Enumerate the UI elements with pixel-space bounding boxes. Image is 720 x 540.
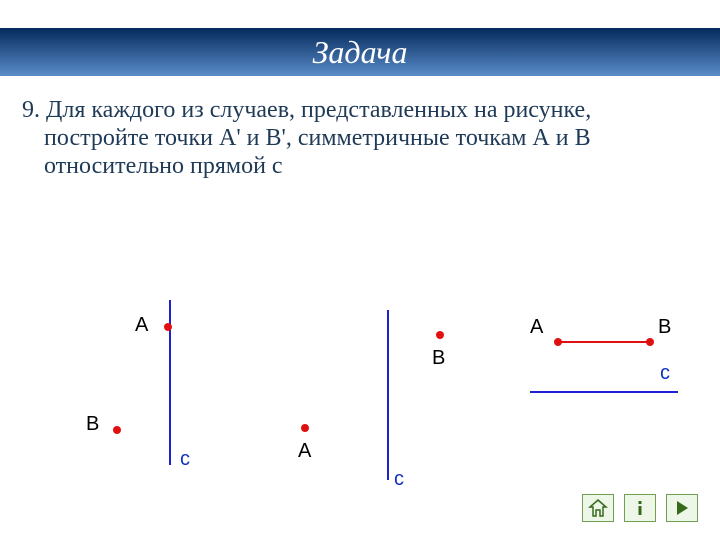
label-d3-A: А: [530, 316, 543, 339]
diagram-canvas: [0, 0, 720, 540]
home-button[interactable]: [582, 494, 614, 522]
next-button[interactable]: [666, 494, 698, 522]
label-d3-c: с: [660, 362, 670, 385]
info-button[interactable]: [624, 494, 656, 522]
label-d1-c: с: [180, 448, 190, 471]
label-d3-B: В: [658, 316, 671, 339]
label-d2-c: с: [394, 468, 404, 491]
home-icon: [588, 499, 608, 517]
label-d2-A: А: [298, 440, 311, 463]
nav-buttons: [582, 494, 698, 522]
label-d1-B: В: [86, 413, 99, 436]
label-d2-B: В: [432, 347, 445, 370]
label-d1-A: А: [135, 314, 148, 337]
slide: Задача 9. Для каждого из случаев, предст…: [0, 0, 720, 540]
next-icon: [672, 499, 692, 517]
info-icon: [630, 499, 650, 517]
